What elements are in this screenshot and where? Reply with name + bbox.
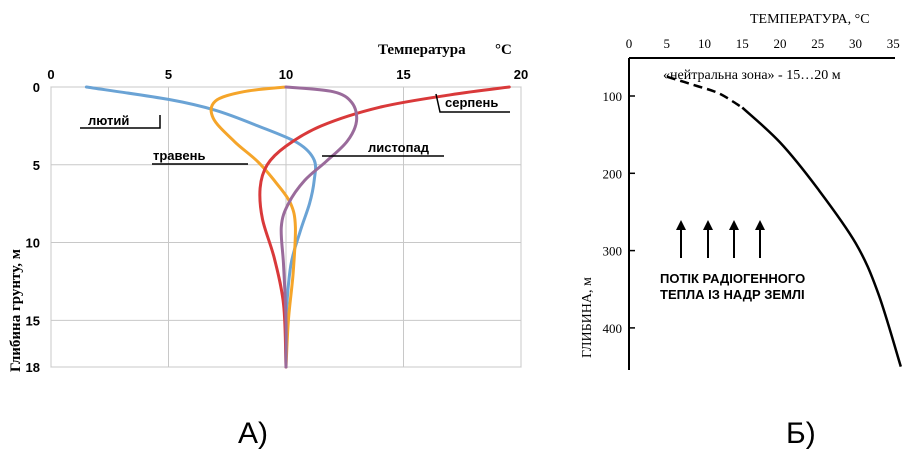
up-arrow-icon xyxy=(703,220,713,258)
temperature-curve-solid xyxy=(741,106,902,367)
series-line xyxy=(209,85,297,369)
series-label-lystopad: листопад xyxy=(368,140,430,155)
x-tick-label: 10 xyxy=(698,36,711,51)
panel-a-series-group xyxy=(84,85,511,369)
label-serpen: серпень xyxy=(435,93,510,113)
x-tick-label: 10 xyxy=(279,67,293,82)
up-arrow-icon xyxy=(676,220,686,258)
series-label-lyutyi: лютий xyxy=(88,113,129,128)
panel-a-y-tick-labels: 0 5 10 15 18 xyxy=(26,80,40,375)
panel-b-chart: 0 5 10 15 20 25 30 35 100 200 300 400 ТЕМПЕРАТУРА,… xyxy=(580,12,902,450)
heat-flux-label-line-1: ПОТІК РАДІОГЕННОГО xyxy=(660,271,805,286)
y-tick-label: 200 xyxy=(603,166,623,181)
x-tick-label: 5 xyxy=(165,67,172,82)
x-tick-label: 15 xyxy=(736,36,749,51)
temperature-curve-dashed xyxy=(666,75,743,109)
panel-b-x-tick-labels: 0 5 10 15 20 25 30 35 xyxy=(626,36,900,51)
x-tick-label: 20 xyxy=(774,36,787,51)
y-tick-label: 18 xyxy=(26,360,40,375)
x-tick-label: 20 xyxy=(514,67,528,82)
series-line xyxy=(84,85,318,369)
x-tick-label: 15 xyxy=(396,67,410,82)
x-tick-label: 0 xyxy=(626,36,633,51)
neutral-zone-annotation: «нейтральна зона» - 15…20 м xyxy=(663,68,841,83)
up-arrow-icon xyxy=(729,220,739,258)
panel-b-series-group xyxy=(666,75,902,367)
y-tick-label: 300 xyxy=(603,244,623,259)
panel-a-label: А) xyxy=(238,417,268,450)
x-tick-label: 25 xyxy=(811,36,824,51)
heat-flux-arrows xyxy=(676,220,765,258)
heat-flux-label: ПОТІК РАДІОГЕННОГО ТЕПЛА ІЗ НАДР ЗЕМЛІ xyxy=(660,271,805,302)
series-line xyxy=(279,85,359,369)
x-tick-label: 0 xyxy=(47,67,54,82)
y-tick-label: 100 xyxy=(603,89,623,104)
heat-flux-label-line-2: ТЕПЛА ІЗ НАДР ЗЕМЛІ xyxy=(660,287,805,302)
label-traven: травень xyxy=(152,148,248,165)
panel-a-title: Температура xyxy=(378,42,466,58)
y-tick-label: 5 xyxy=(33,158,40,173)
series-label-traven: травень xyxy=(153,148,205,163)
y-tick-label: 10 xyxy=(26,236,40,251)
x-tick-label: 30 xyxy=(849,36,862,51)
panel-a-y-axis-label: Глибина грунту, м xyxy=(8,249,24,372)
panel-b-label: Б) xyxy=(786,417,816,450)
x-tick-label: 5 xyxy=(664,36,671,51)
panel-a-chart: 0 5 10 15 20 0 5 10 15 18 Температура °C Глибина… xyxy=(8,42,528,450)
y-tick-label: 0 xyxy=(33,80,40,95)
panel-b-y-axis-label: ГЛИБИНА, м xyxy=(580,277,595,358)
y-tick-label: 15 xyxy=(26,313,40,328)
panel-a-x-tick-labels: 0 5 10 15 20 xyxy=(47,67,528,82)
up-arrow-icon xyxy=(755,220,765,258)
series-line xyxy=(258,85,511,369)
label-lyutyi: лютий xyxy=(80,113,161,129)
x-tick-label: 35 xyxy=(887,36,900,51)
series-label-serpen: серпень xyxy=(445,95,498,110)
y-tick-label: 400 xyxy=(603,321,623,336)
panel-a-title-unit: °C xyxy=(495,42,512,58)
label-lystopad: листопад xyxy=(322,140,444,157)
panel-b-y-tick-labels: 100 200 300 400 xyxy=(603,89,635,336)
panel-b-title: ТЕМПЕРАТУРА, °С xyxy=(750,12,870,27)
